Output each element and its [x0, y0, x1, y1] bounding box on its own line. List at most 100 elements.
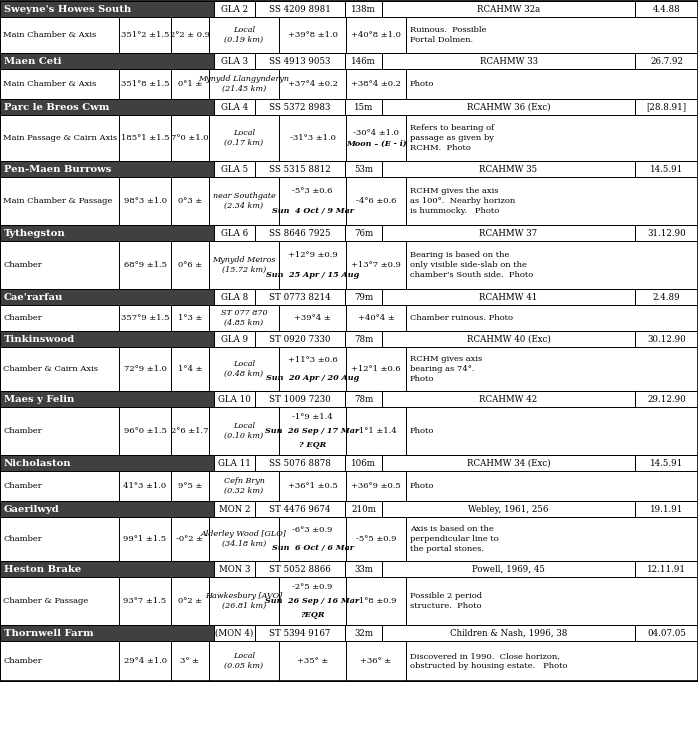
Text: 78m: 78m: [354, 394, 373, 403]
Bar: [406, 241, 698, 289]
Text: 1°3 ±: 1°3 ±: [178, 314, 202, 322]
Text: Sun  4 Oct / 9 Mar: Sun 4 Oct / 9 Mar: [272, 207, 353, 215]
Bar: [635, 289, 698, 305]
Bar: [346, 305, 406, 331]
Bar: [255, 161, 345, 177]
Text: RCAHMW 32a: RCAHMW 32a: [477, 4, 540, 13]
Bar: [119, 471, 171, 501]
Text: RCAHMW 40 (Exc): RCAHMW 40 (Exc): [466, 334, 551, 344]
Bar: [382, 53, 635, 69]
Bar: [0, 53, 214, 69]
Text: Photo: Photo: [410, 427, 434, 435]
Bar: [0, 577, 698, 625]
Bar: [171, 641, 209, 681]
Bar: [382, 391, 635, 407]
Text: Hawkesbury [AVO]
(26.81 km): Hawkesbury [AVO] (26.81 km): [205, 592, 283, 610]
Bar: [279, 407, 346, 455]
Text: [28.8.91]: [28.8.91]: [646, 103, 687, 111]
Text: 138m: 138m: [351, 4, 376, 13]
Bar: [171, 407, 209, 455]
Text: RCAHMW 41: RCAHMW 41: [480, 292, 537, 301]
Bar: [119, 115, 171, 161]
Text: 93°7 ±1.5: 93°7 ±1.5: [124, 597, 167, 605]
Bar: [382, 225, 635, 241]
Text: Pen-Maen Burrows: Pen-Maen Burrows: [4, 164, 112, 174]
Bar: [382, 625, 635, 641]
Text: -31°3 ±1.0: -31°3 ±1.0: [290, 134, 336, 142]
Bar: [279, 305, 346, 331]
Bar: [255, 561, 345, 577]
Bar: [0, 407, 119, 455]
Text: Gaerilwyd: Gaerilwyd: [4, 504, 60, 514]
Bar: [214, 561, 255, 577]
Text: ? EQR: ? EQR: [299, 441, 326, 449]
Text: ST 1009 7230: ST 1009 7230: [269, 394, 331, 403]
Text: 29.12.90: 29.12.90: [647, 394, 686, 403]
Bar: [209, 641, 279, 681]
Text: -1°1 ±1.4: -1°1 ±1.4: [355, 427, 396, 435]
Text: Discovered in 1990.  Close horizon,
obstructed by housing estate.   Photo: Discovered in 1990. Close horizon, obstr…: [410, 652, 567, 670]
Bar: [171, 241, 209, 289]
Text: Chamber & Cairn Axis: Chamber & Cairn Axis: [3, 365, 98, 373]
Text: GLA 10: GLA 10: [218, 394, 251, 403]
Bar: [209, 517, 279, 561]
Bar: [214, 99, 255, 115]
Text: RCHM gives axis
bearing as 74°.
Photo: RCHM gives axis bearing as 74°. Photo: [410, 356, 482, 383]
Bar: [0, 241, 119, 289]
Text: 79m: 79m: [354, 292, 373, 301]
Bar: [119, 407, 171, 455]
Bar: [382, 99, 635, 115]
Bar: [0, 471, 698, 501]
Bar: [209, 17, 279, 53]
Bar: [0, 455, 214, 471]
Bar: [119, 177, 171, 225]
Text: 7°0 ±1.0: 7°0 ±1.0: [171, 134, 209, 142]
Bar: [119, 347, 171, 391]
Text: Photo: Photo: [410, 80, 434, 88]
Text: RCAHMW 34 (Exc): RCAHMW 34 (Exc): [467, 459, 550, 468]
Text: +36°9 ±0.5: +36°9 ±0.5: [351, 482, 401, 490]
Bar: [382, 161, 635, 177]
Bar: [406, 471, 698, 501]
Bar: [0, 1, 698, 17]
Bar: [279, 471, 346, 501]
Text: Local
(0.48 km): Local (0.48 km): [225, 360, 264, 378]
Bar: [345, 289, 382, 305]
Text: +12°1 ±0.6: +12°1 ±0.6: [351, 365, 401, 373]
Bar: [119, 305, 171, 331]
Bar: [214, 455, 255, 471]
Bar: [255, 455, 345, 471]
Text: Sun  6 Oct / 6 Mar: Sun 6 Oct / 6 Mar: [272, 544, 353, 552]
Text: GLA 6: GLA 6: [221, 229, 248, 237]
Bar: [635, 501, 698, 517]
Bar: [635, 391, 698, 407]
Bar: [209, 241, 279, 289]
Text: 78m: 78m: [354, 334, 373, 344]
Text: 9°5 ±: 9°5 ±: [178, 482, 202, 490]
Text: Sweyne's Howes South: Sweyne's Howes South: [4, 4, 131, 13]
Text: 15m: 15m: [354, 103, 373, 111]
Bar: [0, 347, 698, 391]
Text: SS 5076 8878: SS 5076 8878: [269, 459, 331, 468]
Bar: [382, 289, 635, 305]
Text: +35° ±: +35° ±: [297, 657, 328, 665]
Bar: [0, 69, 119, 99]
Text: ST 5052 8866: ST 5052 8866: [269, 564, 331, 573]
Bar: [255, 331, 345, 347]
Bar: [346, 407, 406, 455]
Text: +40°4 ±: +40°4 ±: [357, 314, 394, 322]
Text: 98°3 ±1.0: 98°3 ±1.0: [124, 197, 167, 205]
Bar: [406, 17, 698, 53]
Text: Bearing is based on the
only visible side-slab on the
chamber's South side.  Pho: Bearing is based on the only visible sid…: [410, 251, 533, 279]
Bar: [0, 99, 698, 115]
Text: Powell, 1969, 45: Powell, 1969, 45: [472, 564, 545, 573]
Bar: [0, 641, 698, 681]
Bar: [0, 289, 698, 305]
Text: MON 2: MON 2: [218, 504, 251, 514]
Text: 32m: 32m: [354, 628, 373, 638]
Text: ST 077 870
(4.85 km): ST 077 870 (4.85 km): [221, 309, 267, 327]
Bar: [0, 225, 214, 241]
Bar: [345, 625, 382, 641]
Bar: [0, 225, 698, 241]
Bar: [0, 391, 698, 407]
